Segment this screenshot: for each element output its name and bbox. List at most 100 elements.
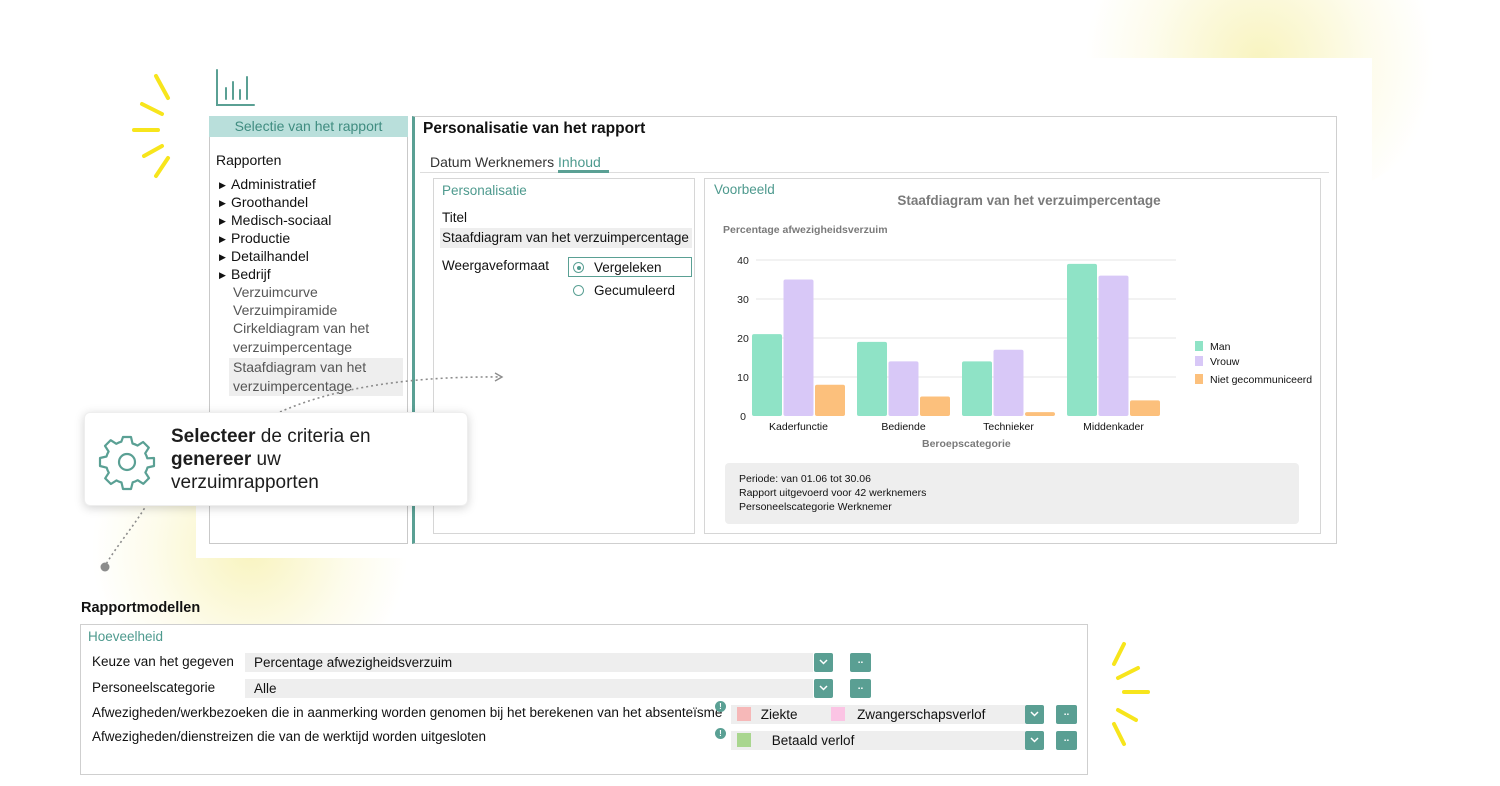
x-tick-label: Bediende (881, 421, 926, 433)
gear-icon (98, 435, 156, 491)
bar-man (752, 334, 782, 416)
radio-unchecked-icon (573, 285, 584, 296)
chip-betaald-verlof: Betaald verlof (771, 733, 855, 748)
chip-zwangerschapsverlof: Zwangerschapsverlof (857, 707, 986, 722)
chart-y-axis-label: Percentage afwezigheidsverzuim (723, 224, 888, 236)
y-tick-label: 30 (737, 294, 749, 306)
personeelscategorie-label: Personeelscategorie (92, 680, 216, 695)
tab-datum[interactable]: Datum (430, 154, 472, 170)
info-icon[interactable]: ! (715, 728, 726, 739)
tree-report-verzuimcurve[interactable]: Verzuimcurve (233, 284, 318, 300)
tree-category-detailhandel[interactable]: ▶ Detailhandel (219, 248, 309, 264)
bar-chart-icon (216, 69, 255, 106)
bar-niet-gecommuniceerd (815, 384, 845, 416)
tab-inhoud[interactable]: Inhoud (558, 154, 601, 170)
caret-right-icon: ▶ (219, 198, 226, 208)
keuze-gegeven-more-button[interactable]: .. (850, 653, 871, 672)
werktijd-more-button[interactable]: .. (1056, 731, 1077, 750)
y-tick-label: 10 (737, 372, 749, 384)
chip-color-swatch (831, 707, 846, 721)
absenteisme-more-button[interactable]: .. (1056, 705, 1077, 724)
weergaveformaat-label: Weergaveformaat (442, 258, 550, 273)
chip-color-swatch (737, 707, 751, 721)
bar-vrouw (888, 361, 919, 416)
titel-field[interactable]: Staafdiagram van het verzuimpercentage (440, 228, 692, 248)
sparkle-icon (132, 74, 170, 178)
chip-color-swatch (737, 733, 751, 747)
legend-item-niet-gecommuniceerd: Niet gecommuniceerd (1195, 374, 1312, 386)
bar-vrouw (783, 279, 814, 416)
personeelscategorie-more-button[interactable]: .. (850, 679, 871, 698)
info-icon[interactable]: ! (715, 701, 726, 712)
caret-right-icon: ▶ (219, 216, 226, 226)
bar-man (1067, 263, 1097, 416)
y-tick-label: 40 (737, 255, 749, 267)
bar-chart: 0 10 20 30 40 Kaderfunctie Bediende Technieker M… (737, 255, 1176, 433)
personalisatie-heading: Personalisatie (442, 183, 527, 198)
legend-swatch (1195, 356, 1203, 366)
caret-right-icon: ▶ (219, 180, 226, 190)
chevron-down-icon[interactable] (814, 679, 833, 698)
tree-category-administratief[interactable]: ▶ Administratief (219, 176, 316, 192)
absenteisme-multiselect[interactable]: Ziekte Zwangerschapsverlof (731, 705, 1025, 724)
reports-tree-title: Rapporten (216, 152, 282, 168)
y-tick-label: 0 (740, 411, 746, 423)
absenteisme-label: Afwezigheden/werkbezoeken die in aanmerk… (92, 705, 723, 720)
chip-ziekte: Ziekte (760, 707, 798, 722)
legend-item-vrouw: Vrouw (1195, 356, 1239, 368)
x-tick-label: Middenkader (1083, 421, 1144, 433)
info-line-periode: Periode: van 01.06 tot 30.06 (739, 473, 871, 485)
tree-report-cirkeldiagram[interactable]: Cirkeldiagram van het verzuimpercentage (233, 320, 370, 355)
bar-vrouw (1098, 275, 1129, 416)
legend-item-man: Man (1195, 341, 1230, 353)
werktijd-uitgesloten-label: Afwezigheden/dienstreizen die van de wer… (92, 729, 486, 744)
info-line-categorie: Personeelscategorie Werknemer (739, 501, 892, 513)
bar-man (962, 361, 992, 416)
bar-niet-gecommuniceerd (1025, 412, 1055, 416)
tree-category-bedrijf[interactable]: ▶ Bedrijf (219, 266, 271, 282)
personeelscategorie-select[interactable]: Alle (245, 679, 813, 698)
tab-werknemers[interactable]: Werknemers (475, 154, 555, 170)
bar-niet-gecommuniceerd (920, 396, 950, 416)
sparkle-icon (1112, 642, 1150, 746)
hoeveelheid-heading: Hoeveelheid (88, 629, 164, 644)
rapportmodellen-panel (80, 624, 1088, 775)
report-selection-header: Selectie van het rapport (209, 116, 408, 137)
tree-category-medisch-sociaal[interactable]: ▶ Medisch-sociaal (219, 212, 332, 228)
keuze-gegeven-label: Keuze van het gegeven (92, 654, 234, 669)
page-title: Personalisatie van het rapport (423, 120, 646, 137)
caret-right-icon: ▶ (219, 234, 226, 244)
keuze-gegeven-select[interactable]: Percentage afwezigheidsverzuim (245, 653, 813, 672)
voorbeeld-heading: Voorbeeld (714, 182, 775, 197)
caret-right-icon: ▶ (219, 252, 226, 262)
chevron-down-icon[interactable] (1025, 705, 1044, 724)
bar-vrouw (993, 349, 1024, 416)
x-tick-label: Kaderfunctie (769, 421, 828, 433)
tree-report-verzuimpiramide[interactable]: Verzuimpiramide (233, 302, 338, 318)
x-tick-label: Technieker (983, 421, 1034, 433)
radio-vergeleken[interactable]: Vergeleken (568, 257, 692, 277)
chevron-down-icon[interactable] (1025, 731, 1044, 750)
werktijd-multiselect[interactable]: Betaald verlof (731, 731, 1025, 750)
callout-text: Selecteer de criteria en genereer uw ver… (171, 426, 371, 493)
active-tab-indicator (558, 170, 609, 173)
titel-label: Titel (442, 210, 468, 225)
caret-down-icon: ▶ (219, 270, 226, 280)
bar-niet-gecommuniceerd (1130, 400, 1160, 416)
radio-checked-icon (573, 262, 584, 273)
chart-x-axis-label: Beroepscategorie (922, 438, 1011, 450)
dotted-connector (100, 372, 504, 572)
rapportmodellen-title: Rapportmodellen (81, 600, 201, 616)
tree-category-groothandel[interactable]: ▶ Groothandel (219, 194, 309, 210)
y-tick-label: 20 (737, 333, 749, 345)
radio-gecumuleerd[interactable]: Gecumuleerd (569, 281, 675, 301)
tree-category-productie[interactable]: ▶ Productie (219, 230, 291, 246)
legend-swatch (1195, 341, 1203, 351)
report-info-box: Periode: van 01.06 tot 30.06 Rapport uit… (725, 463, 1299, 524)
tabs-divider (420, 172, 1329, 173)
chart-title: Staafdiagram van het verzuimpercentage (897, 193, 1161, 208)
chevron-down-icon[interactable] (814, 653, 833, 672)
bar-man (857, 341, 887, 416)
legend-swatch (1195, 374, 1203, 384)
tree-report-staafdiagram[interactable]: Staafdiagram van het verzuimpercentage (229, 358, 403, 396)
